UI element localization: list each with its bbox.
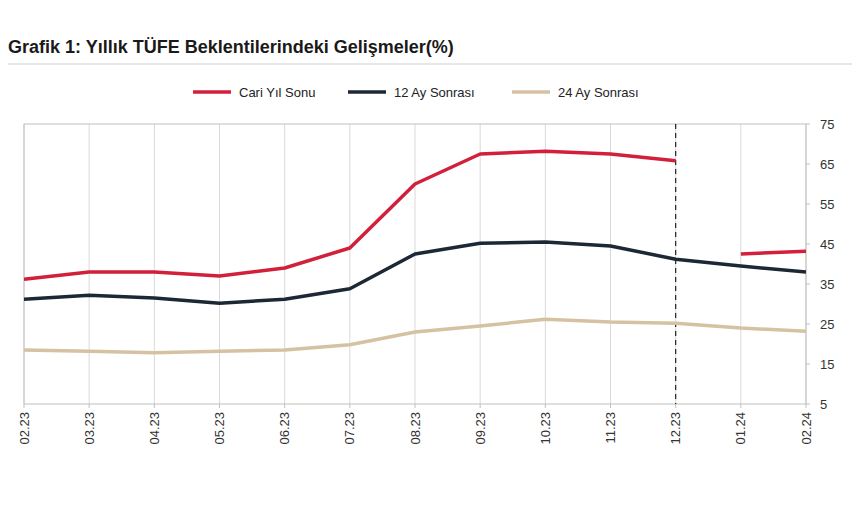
x-tick-label: 07.23 xyxy=(342,412,357,445)
y-tick-label: 25 xyxy=(820,317,834,332)
grid-line xyxy=(284,124,285,404)
series-line xyxy=(24,242,806,303)
chart: Grafik 1: Yıllık TÜFE Beklentilerindeki … xyxy=(0,0,860,505)
x-tick xyxy=(24,404,25,408)
legend-label: 12 Ay Sonrası xyxy=(394,85,475,100)
x-tick-label: 12.23 xyxy=(668,412,683,445)
x-tick-label: 04.23 xyxy=(147,412,162,445)
grid-line xyxy=(740,124,741,404)
grid-line xyxy=(480,124,481,404)
y-tick-label: 55 xyxy=(820,197,834,212)
legend-swatch xyxy=(193,90,231,94)
grid-line xyxy=(89,124,90,404)
x-tick xyxy=(675,404,676,408)
grid-line xyxy=(349,124,350,404)
legend-label: Cari Yıl Sonu xyxy=(239,85,315,100)
series-line xyxy=(741,251,806,254)
x-tick-label: 05.23 xyxy=(212,412,227,445)
x-tick xyxy=(545,404,546,408)
grid-line xyxy=(415,124,416,404)
plot-frame xyxy=(24,124,806,404)
x-tick xyxy=(610,404,611,408)
series-line xyxy=(24,151,676,279)
grid-line xyxy=(545,124,546,404)
x-tick xyxy=(349,404,350,408)
y-tick xyxy=(806,164,810,165)
x-tick-label: 11.23 xyxy=(603,412,618,444)
title: Grafik 1: Yıllık TÜFE Beklentilerindeki … xyxy=(8,37,454,57)
y-tick xyxy=(806,284,810,285)
y-tick xyxy=(806,324,810,325)
x-tick-label: 06.23 xyxy=(277,412,292,445)
y-tick-label: 5 xyxy=(820,397,827,412)
grid-line xyxy=(675,124,676,404)
y-tick-label: 75 xyxy=(820,117,834,132)
grid-line xyxy=(154,124,155,404)
x-tick xyxy=(415,404,416,408)
title-rule xyxy=(8,64,852,65)
y-tick-label: 65 xyxy=(820,157,834,172)
x-tick xyxy=(806,404,807,408)
grid-line xyxy=(219,124,220,404)
x-tick xyxy=(284,404,285,408)
x-tick-label: 03.23 xyxy=(82,412,97,445)
grid-line xyxy=(610,124,611,404)
legend-label: 24 Ay Sonrası xyxy=(558,85,639,100)
x-tick xyxy=(480,404,481,408)
y-tick xyxy=(806,204,810,205)
y-tick xyxy=(806,124,810,125)
legend-swatch xyxy=(512,90,550,94)
x-tick-label: 08.23 xyxy=(408,412,423,445)
x-tick xyxy=(154,404,155,408)
x-tick-label: 01.24 xyxy=(733,412,748,445)
x-tick xyxy=(89,404,90,408)
legend: Cari Yıl Sonu 12 Ay Sonrası 24 Ay Sonrası xyxy=(193,85,639,100)
x-tick-label: 10.23 xyxy=(538,412,553,445)
series-line xyxy=(24,319,806,353)
y-tick-label: 45 xyxy=(820,237,834,252)
y-tick xyxy=(806,404,810,405)
x-tick-label: 02.24 xyxy=(799,412,814,445)
y-tick xyxy=(806,244,810,245)
y-tick xyxy=(806,364,810,365)
x-tick-label: 09.23 xyxy=(473,412,488,445)
y-tick-label: 35 xyxy=(820,277,834,292)
x-tick xyxy=(740,404,741,408)
annotation-line xyxy=(675,124,676,404)
series-group xyxy=(24,151,806,353)
legend-swatch xyxy=(348,90,386,94)
x-tick xyxy=(219,404,220,408)
y-tick-label: 15 xyxy=(820,357,834,372)
x-tick-label: 02.23 xyxy=(17,412,32,445)
